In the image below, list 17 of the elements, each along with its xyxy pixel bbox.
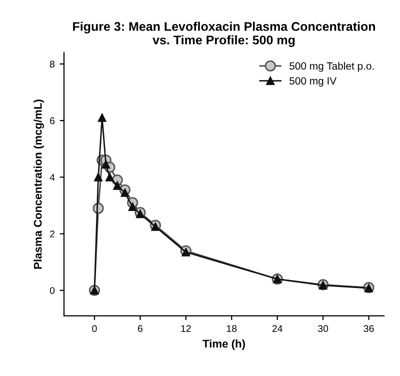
x-axis-title: Time (h) xyxy=(202,339,245,350)
y-tick-label: 6 xyxy=(50,117,55,124)
x-tick-label: 36 xyxy=(364,325,374,332)
x-tick-label: 24 xyxy=(272,325,282,332)
x-tick-label: 18 xyxy=(226,325,237,332)
y-axis-title: Plasma Concentration (mcg/mL) xyxy=(34,100,44,269)
x-tick-label: 0 xyxy=(92,325,97,332)
x-tick-label: 12 xyxy=(181,325,191,332)
y-tick-label: 4 xyxy=(50,174,55,181)
x-tick-label: 30 xyxy=(318,325,328,332)
chart-title: Figure 3: Mean Levofloxacin Plasma Concentration vs. Time Profile: 500 mg xyxy=(73,22,376,47)
y-tick-label: 8 xyxy=(50,60,55,68)
legend-label: 500 mg Tablet p.o. xyxy=(290,62,374,72)
y-tick-label: 0 xyxy=(50,287,55,294)
x-tick-label: 6 xyxy=(138,325,142,332)
y-tick-label: 2 xyxy=(50,230,54,238)
legend-label: 500 mg IV xyxy=(290,77,337,87)
